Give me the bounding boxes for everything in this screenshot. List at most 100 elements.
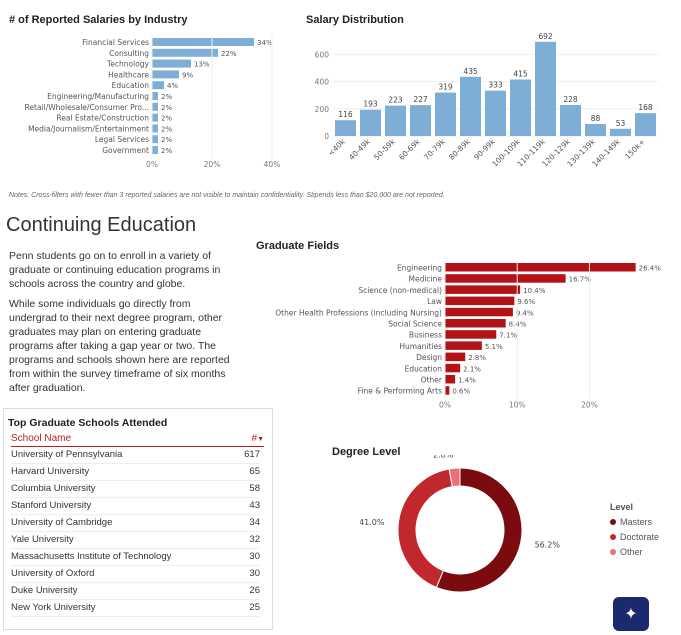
count-column-header[interactable]: #▼ [251,433,265,444]
table-row[interactable]: Columbia University 58 [11,481,260,498]
table-row[interactable]: University of Oxford 30 [11,566,260,583]
data-label: 193 [363,100,378,109]
salary-chart-title: Salary Distribution [306,14,404,26]
category-label: 70-79k [422,137,447,162]
school-count-cell: 617 [244,449,260,460]
salary-bar-chart: 0 200 400 600 116 <40k 193 40-49k 223 50-59k 227 60… [315,32,658,169]
data-label: 435 [463,67,478,76]
category-label: Retail/Wholesale/Consumer Pro... [25,103,149,112]
school-name-cell: University of Pennsylvania [11,449,123,460]
school-name-column-header[interactable]: School Name [11,433,72,444]
table-row[interactable]: University of Cambridge 34 [11,515,260,532]
chat-assistant-button[interactable]: ✦ [613,597,649,631]
category-label: Engineering [397,264,442,273]
school-name-cell: Massachusetts Institute of Technology [11,551,172,562]
table-row[interactable]: Yale University 32 [11,532,260,549]
school-name-cell: New York University [11,602,96,613]
data-label: 22% [221,50,237,58]
donut-slice [448,467,461,488]
axis-tick-label: 40% [264,160,281,169]
sort-desc-icon: ▼ [257,436,264,443]
bar [445,274,566,283]
category-label: <40k [326,137,347,158]
bar [445,341,482,350]
data-label: 9.4% [516,309,534,317]
legend-item[interactable]: Other [610,544,659,559]
data-label: 2.1% [463,365,481,373]
intro-paragraph-1: Penn students go on to enroll in a varie… [9,250,221,290]
legend-item[interactable]: Masters [610,514,659,529]
category-label: Medicine [408,275,442,284]
data-label: 116 [338,110,353,119]
data-label: 333 [488,81,503,90]
data-label: 13% [194,61,210,69]
table-row[interactable]: Massachusetts Institute of Technology 30 [11,549,260,566]
data-label: 2% [161,93,172,101]
table-row[interactable]: Duke University 26 [11,583,260,600]
category-label: Financial Services [82,38,149,47]
table-row[interactable]: Stanford University 43 [11,498,260,515]
bar [152,113,158,122]
school-name-cell: Duke University [11,585,78,596]
legend-label: Masters [620,516,653,527]
bar [152,102,158,111]
bar [152,135,158,144]
bar [152,81,164,90]
bar [152,38,254,46]
bar [445,375,456,384]
data-label: 2% [161,136,172,144]
schools-table-header: School Name #▼ [11,433,264,447]
axis-tick-label: 600 [315,50,330,59]
table-row[interactable]: University of Pennsylvania 617 [11,447,260,464]
bar [152,59,191,68]
legend-swatch [610,548,616,555]
bar [445,296,515,306]
data-label: 34% [257,39,273,47]
data-label: 2% [161,104,172,112]
legend-item[interactable]: Doctorate [610,529,659,544]
data-label: 228 [563,95,578,104]
graduate-fields-bar-chart: Engineering 26.4% Medicine 16.7% Science (no… [275,261,662,409]
legend-swatch [610,518,616,525]
donut-slice [435,467,523,593]
school-count-cell: 58 [249,483,260,494]
school-count-cell: 65 [249,466,260,477]
data-label: 227 [413,95,428,104]
intro-paragraph-2: While some individuals go directly from … [9,298,230,394]
bar [635,113,656,136]
data-label: 2% [161,125,172,133]
data-label: 26.4% [639,265,662,273]
industry-chart-title: # of Reported Salaries by Industry [9,14,188,26]
degree-chart-title: Degree Level [332,446,401,458]
schools-table-body: University of Pennsylvania 617 Harvard Uni… [4,447,272,617]
bar [535,41,556,136]
category-label: 40-49k [347,137,372,162]
table-row[interactable]: New York University 25 [11,600,260,617]
industry-bar-chart: Financial Services 34% Consulting 22% Techno… [25,36,281,169]
school-name-cell: Columbia University [11,483,96,494]
axis-tick-label: 0% [439,400,451,409]
school-name-cell: University of Cambridge [11,517,113,528]
category-label: Consulting [109,49,149,58]
slice-label: 2.8% [433,455,454,459]
bar [335,120,356,136]
category-label: Engineering/Manufacturing [47,92,149,101]
bar [410,105,431,136]
data-label: 2% [161,115,172,123]
table-row[interactable]: Harvard University 65 [11,464,260,481]
school-name-cell: Stanford University [11,500,92,511]
data-label: 53 [616,119,626,128]
bar [585,124,606,136]
section-title: Continuing Education [6,214,197,236]
data-label: 5.1% [485,343,503,351]
category-label: Education [405,364,443,373]
data-label: 9% [182,71,193,79]
data-label: 16.7% [569,276,592,284]
school-name-cell: Yale University [11,534,74,545]
bar [445,386,450,395]
donut-slice [397,468,453,589]
data-label: 88 [591,114,601,123]
data-label: 2% [161,147,172,155]
bar [560,104,581,136]
data-label: 415 [513,70,528,79]
